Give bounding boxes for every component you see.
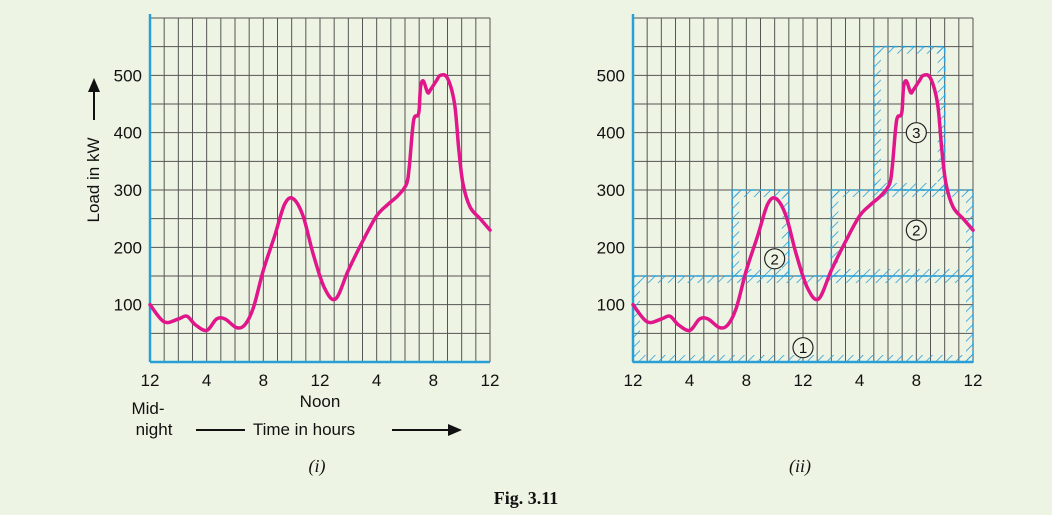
panel-label: (ii) [789,456,811,477]
region-hatch-right [781,190,789,276]
x-tick-label: 4 [202,371,211,390]
y-tick-label: 100 [597,296,625,315]
region-hatch-bottom [633,355,973,362]
region-label-text: 1 [799,340,807,357]
region-hatch-left [732,190,740,276]
region-label: 1 [792,337,814,359]
x-midnight-label-line: night [136,420,173,439]
y-tick-label: 100 [114,296,142,315]
grid [149,17,491,363]
y-axis-title: Load in kW [84,137,103,222]
region-outline [731,189,790,277]
region-hatch-left [873,46,881,190]
region-hatch-top [732,190,789,197]
x-tick-label: 4 [685,371,694,390]
x-tick-label: 12 [141,371,160,390]
region-hatch-top [873,46,945,54]
y-tick-label: 500 [597,66,625,85]
region-hatch-bottom [732,269,789,276]
y-tick-label: 400 [114,124,142,143]
figure-caption: Fig. 3.11 [494,488,559,508]
x-midnight-label: Mid-night [131,399,172,439]
y-tick-label: 200 [597,238,625,257]
x-tick-label: 12 [964,371,983,390]
region-hatch-bottom [873,183,945,190]
x-tick-label: 12 [794,371,813,390]
region-outline [830,189,974,277]
x-tick-label: 8 [259,371,268,390]
panel-i: 100 200 300 400 500 12 4 8 12 4 8 12 Load in kW Time … [84,14,499,477]
region-label-text: 2 [770,251,778,268]
y-tick-label: 200 [114,238,142,257]
y-tick-label: 400 [597,124,625,143]
x-tick-label: 8 [429,371,438,390]
load-curve [148,73,492,333]
x-axis-title-group: Time in hours [196,420,462,439]
y-tick-label: 500 [114,66,142,85]
x-tick-label: 8 [742,371,751,390]
x-tick-label: 8 [912,371,921,390]
region-label-circle [905,122,927,144]
region-label-text: 2 [912,223,920,240]
y-axis-title-group: Load in kW [84,78,103,223]
region-label-circle [905,219,927,241]
hatched-region [731,189,790,277]
region-hatch-left [633,276,640,362]
x-noon-label: Noon [300,392,341,411]
region-label-text: 3 [912,125,920,142]
x-tick-label: 4 [372,371,381,390]
y-tick-label: 300 [114,181,142,200]
hatched-region [830,189,974,277]
x-midnight-label-line: Mid- [131,399,164,418]
region-label-circle [792,337,814,359]
y-tick-label: 300 [597,181,625,200]
region-outline [873,45,946,191]
load-curve [631,73,975,333]
region-label: 2 [905,219,927,241]
region-hatch-right [966,190,973,276]
region-label: 3 [905,122,927,144]
region-hatch-right [937,46,945,190]
region-hatch-bottom [831,269,973,276]
region-hatch-top [831,190,973,197]
x-tick-label: 12 [481,371,500,390]
y-axis-title-arrowhead [88,78,100,92]
region-hatch-right [966,276,973,362]
x-axis-title: Time in hours [253,420,355,439]
panel-label: (i) [309,456,326,477]
hatched-region [873,45,946,191]
x-tick-label: 4 [855,371,864,390]
x-tick-label: 12 [624,371,643,390]
region-hatch-left [831,190,839,276]
region-label-circle [764,248,786,270]
x-tick-label: 12 [311,371,330,390]
x-axis-title-arrowhead [448,424,462,436]
region-label: 2 [764,248,786,270]
